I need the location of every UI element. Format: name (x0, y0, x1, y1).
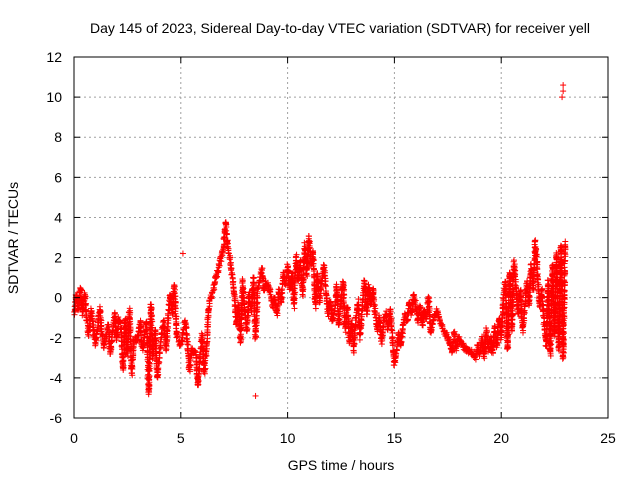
data-point (112, 313, 119, 320)
data-point (291, 305, 298, 312)
data-point (82, 295, 89, 302)
x-tick-label: 15 (387, 430, 403, 446)
x-tick-label: 20 (493, 430, 509, 446)
data-point (124, 341, 131, 348)
data-point (100, 344, 107, 351)
data-point (148, 324, 155, 331)
data-point (130, 345, 137, 352)
data-point (299, 291, 306, 298)
data-point (388, 326, 395, 333)
data-point (81, 296, 88, 303)
data-point (253, 333, 260, 340)
y-tick-label: 4 (54, 209, 62, 225)
data-point (252, 392, 259, 399)
data-point (562, 238, 569, 245)
data-point (86, 323, 93, 330)
y-tick-label: 6 (54, 169, 62, 185)
data-point (114, 329, 121, 336)
data-point (292, 254, 299, 261)
data-point (135, 336, 142, 343)
data-point (126, 321, 133, 328)
y-axis-label: SDTVAR / TECUs (5, 182, 21, 294)
data-point (391, 358, 398, 365)
data-point (559, 94, 566, 101)
data-points (71, 82, 569, 399)
data-point (146, 373, 153, 380)
data-point (78, 287, 85, 294)
data-point (129, 372, 136, 379)
chart-title: Day 145 of 2023, Sidereal Day-to-day VTE… (90, 20, 590, 36)
data-point (128, 363, 135, 370)
data-point (173, 325, 180, 332)
data-point (312, 305, 319, 312)
data-point (149, 318, 156, 325)
data-point (342, 329, 349, 336)
y-tick-label: -6 (50, 410, 63, 426)
data-point (254, 299, 261, 306)
data-point (97, 312, 104, 319)
data-point (148, 306, 155, 313)
data-point (81, 289, 88, 296)
y-tick-label: 0 (54, 290, 62, 306)
data-point (148, 332, 155, 339)
data-point (105, 324, 112, 331)
data-point (185, 341, 192, 348)
x-tick-label: 25 (600, 430, 616, 446)
axis-ticks: 0 5 10 15 20 25 -6 -4 -2 0 2 4 6 8 10 12 (46, 49, 616, 446)
data-point (356, 336, 363, 343)
data-point (116, 318, 123, 325)
data-point (134, 333, 141, 340)
y-tick-label: 8 (54, 129, 62, 145)
y-tick-label: -2 (50, 330, 63, 346)
y-tick-label: 2 (54, 250, 62, 266)
x-tick-label: 0 (70, 430, 78, 446)
y-tick-label: 12 (46, 49, 62, 65)
y-tick-label: 10 (46, 89, 62, 105)
data-point (82, 300, 89, 307)
data-point (179, 250, 186, 257)
data-point (560, 82, 567, 89)
x-tick-label: 10 (280, 430, 296, 446)
x-axis-label: GPS time / hours (288, 457, 395, 473)
data-point (156, 349, 163, 356)
data-point (126, 329, 133, 336)
data-point (532, 238, 539, 245)
x-tick-label: 5 (177, 430, 185, 446)
data-point (92, 334, 99, 341)
y-tick-label: -4 (50, 370, 63, 386)
data-point (560, 88, 567, 95)
data-point (92, 341, 99, 348)
